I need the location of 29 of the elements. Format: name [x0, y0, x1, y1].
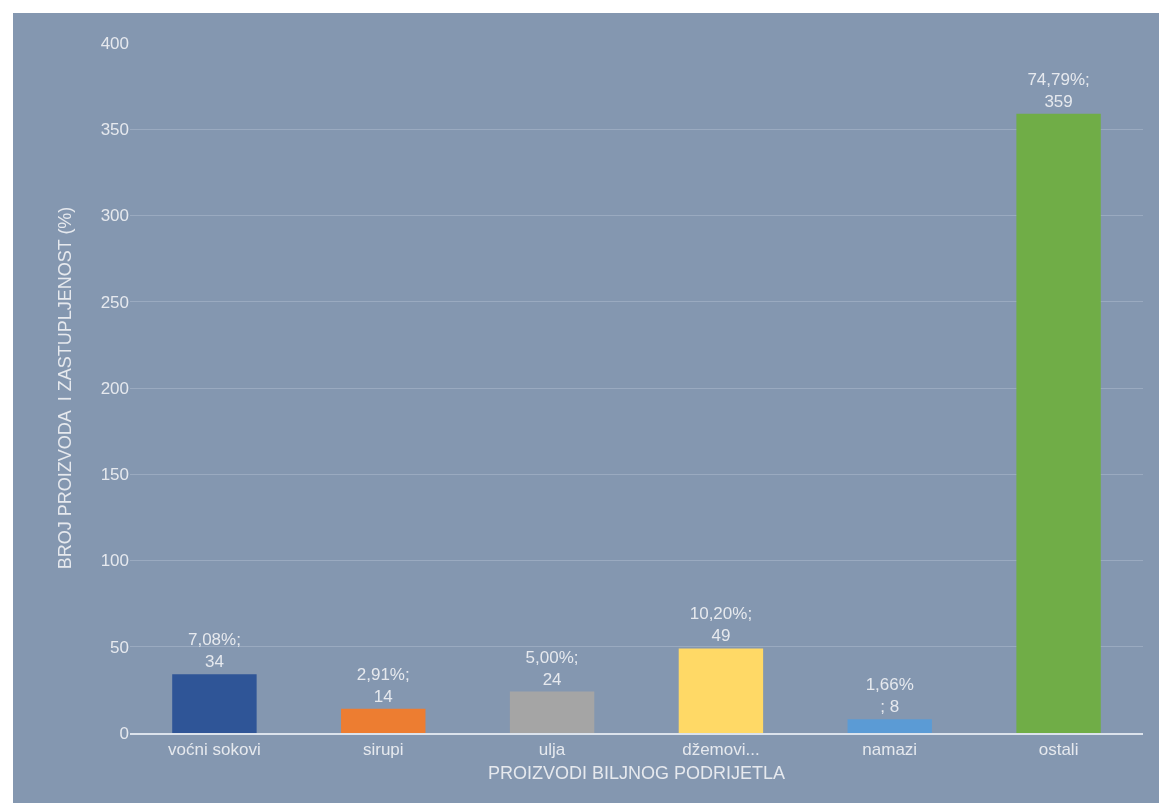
bar [678, 648, 764, 733]
x-tick-label: voćni sokovi [168, 739, 261, 759]
y-tick-label: 50 [110, 637, 129, 657]
bar [509, 691, 595, 733]
data-label: 7,08%; 34 [187, 630, 241, 672]
x-tick-label: džemovi... [682, 739, 760, 759]
data-label: 74,79%; 359 [1027, 69, 1090, 111]
y-tick-label: 200 [100, 378, 129, 398]
data-label: 5,00%; 24 [525, 647, 579, 689]
data-label: 10,20%; 49 [689, 604, 753, 646]
bar [341, 708, 426, 733]
data-label: 2,91%; 14 [356, 664, 410, 706]
y-axis-title: BROJ PROIZVODA I ZASTUPLJENOST (%) [54, 206, 75, 570]
x-tick-label: ostali [1038, 739, 1079, 759]
bar [172, 674, 257, 733]
x-tick-label: sirupi [362, 739, 404, 759]
bar [1016, 113, 1101, 733]
bar [847, 719, 932, 733]
y-tick-label: 0 [119, 723, 129, 743]
y-tick-label: 100 [100, 551, 129, 571]
x-axis-title: PROIZVODI BILJNOG PODRIJETLA [487, 762, 786, 783]
data-label: 1,66% ; 8 [865, 675, 914, 717]
y-tick-label: 250 [100, 292, 129, 312]
y-tick-label: 150 [100, 465, 129, 485]
y-tick-label: 350 [100, 120, 129, 140]
y-tick-label: 400 [100, 33, 129, 53]
x-tick-label: ulja [538, 739, 566, 759]
x-tick-label: namazi [862, 739, 918, 759]
y-tick-label: 300 [100, 206, 129, 226]
